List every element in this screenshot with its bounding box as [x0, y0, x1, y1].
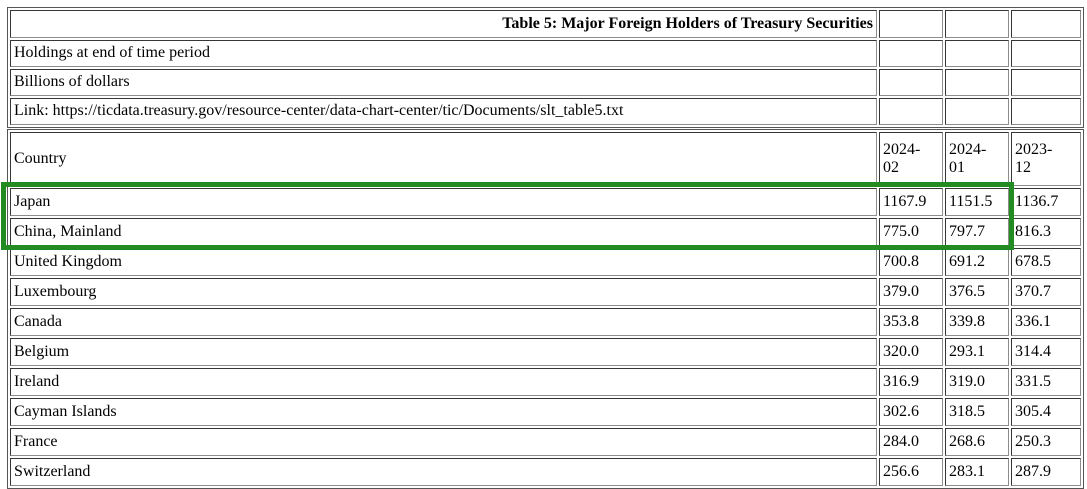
- period-header-2024-01: 2024- 01: [945, 132, 1009, 186]
- table-row: Ireland 316.9 319.0 331.5: [10, 368, 1081, 396]
- empty-cell: [945, 10, 1009, 38]
- value-cell: 318.5: [945, 398, 1009, 426]
- column-header-row: Country 2024- 02 2024- 01 2023- 12: [10, 132, 1081, 186]
- value-cell: 1167.9: [879, 188, 943, 216]
- value-cell: 331.5: [1011, 368, 1081, 396]
- units-row: Billions of dollars: [10, 69, 1081, 96]
- value-cell: 691.2: [945, 248, 1009, 276]
- value-cell: 353.8: [879, 308, 943, 336]
- value-cell: 316.9: [879, 368, 943, 396]
- empty-cell: [1011, 10, 1081, 38]
- value-cell: 376.5: [945, 278, 1009, 306]
- units-label: Billions of dollars: [10, 69, 877, 96]
- value-cell: 379.0: [879, 278, 943, 306]
- tables-container: Table 5: Major Foreign Holders of Treasu…: [7, 7, 1084, 489]
- table-row: Belgium 320.0 293.1 314.4: [10, 338, 1081, 366]
- country-cell: Luxembourg: [10, 278, 877, 306]
- value-cell: 283.1: [945, 458, 1009, 486]
- value-cell: 319.0: [945, 368, 1009, 396]
- empty-cell: [945, 40, 1009, 67]
- empty-cell: [1011, 40, 1081, 67]
- value-cell: 284.0: [879, 428, 943, 456]
- table-row: Luxembourg 379.0 376.5 370.7: [10, 278, 1081, 306]
- value-cell: 305.4: [1011, 398, 1081, 426]
- value-cell: 320.0: [879, 338, 943, 366]
- value-cell: 293.1: [945, 338, 1009, 366]
- country-cell: Japan: [10, 188, 877, 216]
- country-cell: Switzerland: [10, 458, 877, 486]
- value-cell: 268.6: [945, 428, 1009, 456]
- value-cell: 336.1: [1011, 308, 1081, 336]
- country-cell: Belgium: [10, 338, 877, 366]
- value-cell: 287.9: [1011, 458, 1081, 486]
- empty-cell: [945, 69, 1009, 96]
- empty-cell: [879, 98, 943, 125]
- link-row: Link: https://ticdata.treasury.gov/resou…: [10, 98, 1081, 125]
- empty-cell: [1011, 69, 1081, 96]
- period-header-2024-02: 2024- 02: [879, 132, 943, 186]
- country-cell: Cayman Islands: [10, 398, 877, 426]
- value-cell: 370.7: [1011, 278, 1081, 306]
- value-cell: 302.6: [879, 398, 943, 426]
- holders-table: Country 2024- 02 2024- 01 2023- 12 Japan…: [7, 129, 1084, 489]
- table-title: Table 5: Major Foreign Holders of Treasu…: [10, 10, 877, 38]
- value-cell: 1151.5: [945, 188, 1009, 216]
- table-row: Switzerland 256.6 283.1 287.9: [10, 458, 1081, 486]
- value-cell: 816.3: [1011, 218, 1081, 246]
- value-cell: 775.0: [879, 218, 943, 246]
- country-cell: United Kingdom: [10, 248, 877, 276]
- value-cell: 314.4: [1011, 338, 1081, 366]
- empty-cell: [879, 69, 943, 96]
- country-cell: Ireland: [10, 368, 877, 396]
- value-cell: 250.3: [1011, 428, 1081, 456]
- table-row: China, Mainland 775.0 797.7 816.3: [10, 218, 1081, 246]
- empty-cell: [1011, 98, 1081, 125]
- table-row: Japan 1167.9 1151.5 1136.7: [10, 188, 1081, 216]
- table-row: Cayman Islands 302.6 318.5 305.4: [10, 398, 1081, 426]
- value-cell: 1136.7: [1011, 188, 1081, 216]
- holdings-row: Holdings at end of time period: [10, 40, 1081, 67]
- title-row: Table 5: Major Foreign Holders of Treasu…: [10, 10, 1081, 38]
- empty-cell: [945, 98, 1009, 125]
- value-cell: 678.5: [1011, 248, 1081, 276]
- empty-cell: [879, 10, 943, 38]
- table-row: United Kingdom 700.8 691.2 678.5: [10, 248, 1081, 276]
- meta-table: Table 5: Major Foreign Holders of Treasu…: [7, 7, 1084, 128]
- value-cell: 797.7: [945, 218, 1009, 246]
- value-cell: 700.8: [879, 248, 943, 276]
- table-row: Canada 353.8 339.8 336.1: [10, 308, 1081, 336]
- country-column-header: Country: [10, 132, 877, 186]
- country-cell: China, Mainland: [10, 218, 877, 246]
- source-link-text: Link: https://ticdata.treasury.gov/resou…: [10, 98, 877, 125]
- empty-cell: [879, 40, 943, 67]
- value-cell: 339.8: [945, 308, 1009, 336]
- period-header-2023-12: 2023- 12: [1011, 132, 1081, 186]
- holdings-label: Holdings at end of time period: [10, 40, 877, 67]
- table-row: France 284.0 268.6 250.3: [10, 428, 1081, 456]
- value-cell: 256.6: [879, 458, 943, 486]
- country-cell: France: [10, 428, 877, 456]
- country-cell: Canada: [10, 308, 877, 336]
